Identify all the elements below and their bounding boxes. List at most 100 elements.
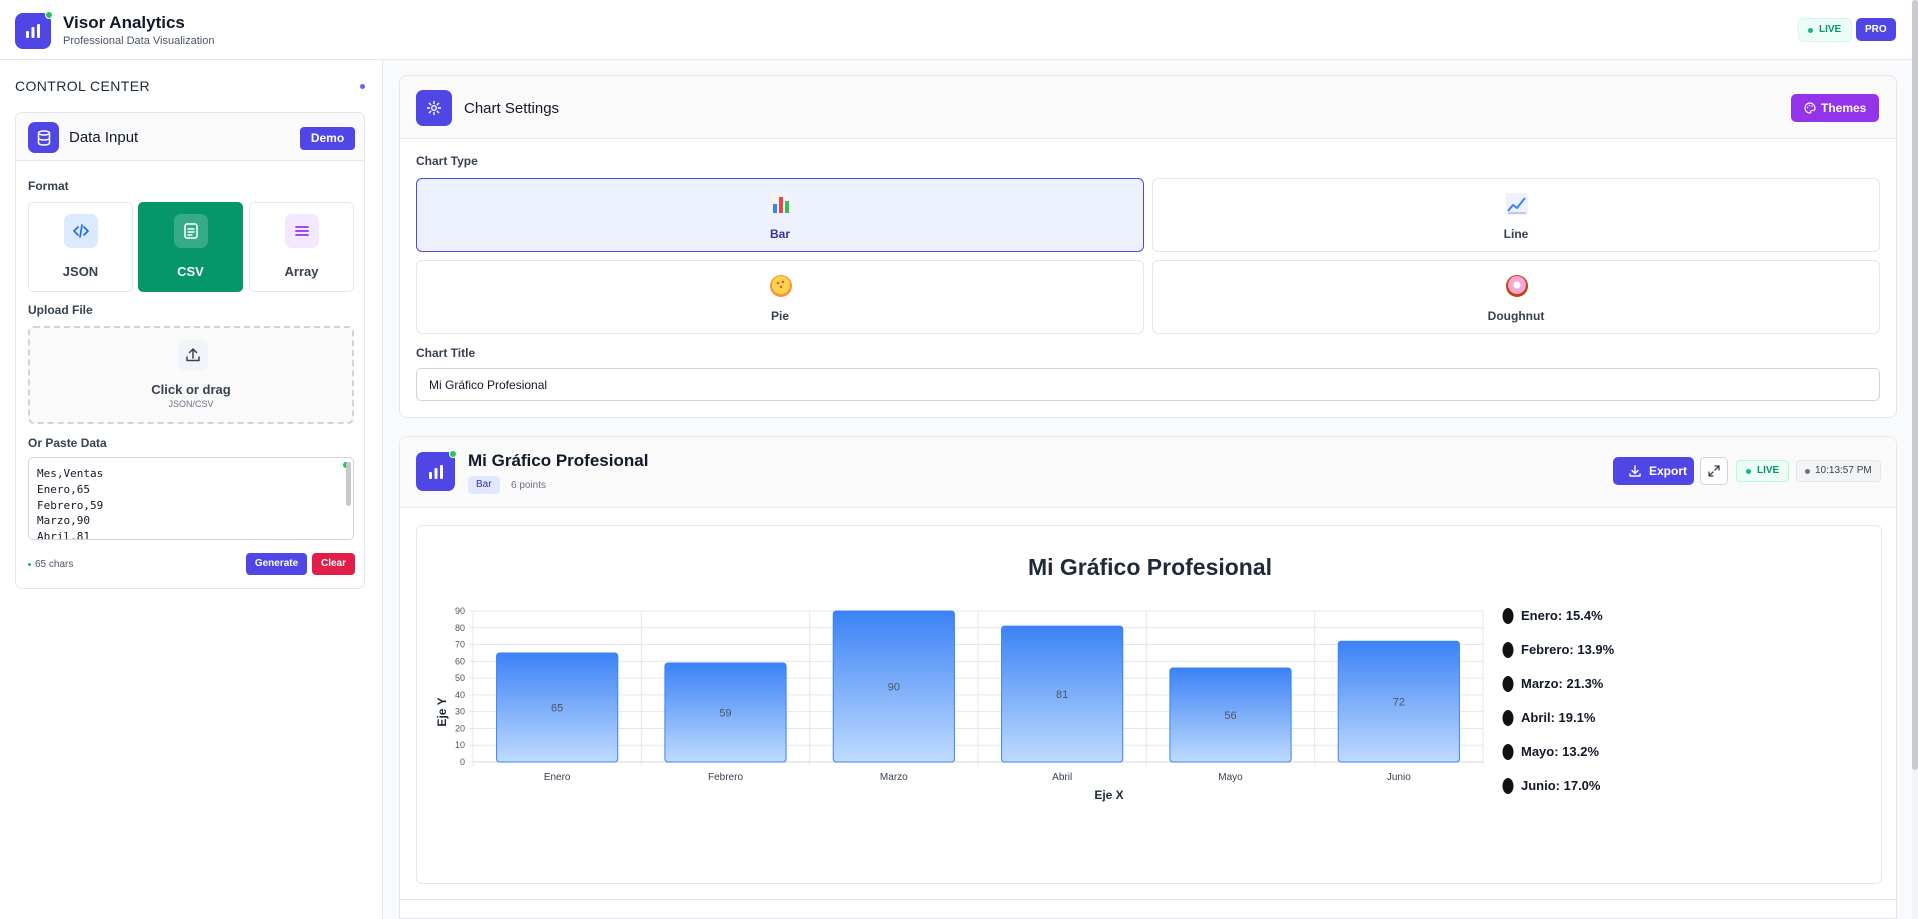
chart-type-doughnut-label: Doughnut	[1487, 309, 1545, 323]
bar-value-label: 65	[551, 702, 563, 714]
y-tick-label: 60	[455, 656, 465, 666]
format-csv-option[interactable]: CSV	[138, 202, 243, 292]
bar-junio[interactable]	[1337, 640, 1460, 763]
paste-data-content[interactable]: Mes,Ventas Enero,65 Febrero,59 Marzo,90 …	[37, 467, 104, 540]
bar-value-label: 81	[1056, 689, 1068, 701]
chart-title-input[interactable]	[416, 368, 1880, 401]
clear-button[interactable]: Clear	[312, 553, 355, 575]
x-tick-label: Enero	[544, 772, 571, 783]
demo-button[interactable]: Demo	[300, 127, 355, 150]
textarea-scrollbar[interactable]	[346, 462, 351, 506]
export-label: Export	[1649, 464, 1688, 478]
legend-item[interactable]: Febrero: 13.9%	[1521, 642, 1615, 657]
legend-marker	[1502, 608, 1514, 624]
chart-canvas: Mi Gráfico Profesional Eje Y Eje X 0 10 20…	[416, 525, 1882, 884]
legend-marker	[1502, 676, 1514, 692]
legend-item[interactable]: Enero: 15.4%	[1521, 608, 1603, 623]
data-input-header: Data Input Demo	[16, 113, 364, 161]
chart-type-line[interactable]: Line	[1152, 178, 1880, 252]
x-axis-label: Eje X	[1094, 788, 1123, 802]
generate-button[interactable]: Generate	[246, 553, 307, 575]
format-json-label: JSON	[62, 264, 99, 279]
legend-item[interactable]: Marzo: 21.3%	[1521, 676, 1604, 691]
themes-button[interactable]: Themes	[1791, 94, 1879, 122]
gear-icon	[416, 90, 452, 126]
format-array-label: Array	[284, 264, 319, 279]
fullscreen-button[interactable]	[1700, 457, 1728, 485]
pro-badge[interactable]: PRO	[1856, 18, 1896, 41]
y-tick-label: 20	[455, 723, 465, 733]
legend-marker	[1502, 778, 1514, 794]
format-csv-label: CSV	[177, 264, 204, 279]
y-tick-label: 80	[455, 623, 465, 633]
x-tick-label: Abril	[1052, 772, 1072, 783]
list-icon	[285, 214, 319, 248]
bar-value-label: 59	[719, 708, 731, 720]
chart-type-pie[interactable]: Pie	[416, 260, 1144, 334]
bar-value-label: 56	[1224, 710, 1236, 722]
bar-chart: Mi Gráfico Profesional Eje Y Eje X 0 10 20…	[435, 554, 1615, 802]
status-dot	[45, 11, 53, 19]
format-json-option[interactable]: JSON	[28, 202, 133, 292]
y-tick-label: 40	[455, 690, 465, 700]
line-chart-icon	[1506, 193, 1528, 215]
code-icon	[64, 214, 98, 248]
chart-type-doughnut[interactable]: Doughnut	[1152, 260, 1880, 334]
points-count: 6 points	[511, 480, 547, 491]
download-icon	[1629, 465, 1641, 477]
x-tick-label: Febrero	[708, 772, 743, 783]
paste-data-textarea[interactable]: Mes,Ventas Enero,65 Febrero,59 Marzo,90 …	[28, 457, 354, 540]
chart-settings-title: Chart Settings	[464, 100, 560, 117]
legend-marker	[1502, 710, 1514, 726]
scrollbar-thumb[interactable]	[1912, 0, 1918, 770]
y-tick-label: 30	[455, 707, 465, 717]
upload-icon	[178, 340, 208, 370]
chart-type-bar-label: Bar	[769, 227, 790, 241]
y-tick-label: 0	[460, 757, 465, 767]
x-tick-label: Mayo	[1218, 772, 1243, 783]
chart-panel-icon	[416, 450, 457, 491]
app-subtitle: Professional Data Visualization	[63, 35, 215, 47]
app-title: Visor Analytics	[63, 13, 185, 32]
format-array-option[interactable]: Array	[249, 202, 354, 292]
sidebar-indicator-dot	[360, 84, 365, 89]
y-axis-label: Eje Y	[435, 697, 449, 726]
legend-item[interactable]: Mayo: 13.2%	[1521, 744, 1599, 759]
y-tick-label: 50	[455, 673, 465, 683]
chart-type-label: Chart Type	[416, 154, 478, 168]
app-logo	[15, 11, 53, 49]
legend-item[interactable]: Abril: 19.1%	[1521, 710, 1596, 725]
chart-panel-title: Mi Gráfico Profesional	[468, 451, 649, 470]
legend-item[interactable]: Junio: 17.0%	[1521, 778, 1601, 793]
chart-type-pie-label: Pie	[770, 309, 789, 323]
top-header: Visor Analytics Professional Data Visual…	[0, 0, 1912, 60]
bar-chart-icon	[428, 464, 443, 479]
timestamp-badge: 10:13:57 PM	[1796, 460, 1881, 482]
document-icon	[174, 214, 208, 248]
y-tick-label: 90	[455, 606, 465, 616]
file-upload-dropzone[interactable]: Click or drag JSON/CSV	[28, 326, 354, 424]
chart-panel-header: Mi Gráfico Profesional Bar 6 points Expo…	[400, 437, 1896, 508]
bar-marzo[interactable]	[832, 610, 955, 763]
bar-chart-icon	[770, 193, 792, 215]
bar-febrero[interactable]	[664, 662, 787, 763]
expand-icon	[1708, 465, 1720, 477]
sidebar-title: CONTROL CENTER	[15, 78, 150, 94]
format-label: Format	[28, 179, 69, 193]
themes-label: Themes	[1821, 101, 1867, 115]
pie-chart-icon	[770, 275, 792, 297]
y-tick-label: 70	[455, 640, 465, 650]
chart-type-bar[interactable]: Bar	[416, 178, 1144, 252]
bar-mayo[interactable]	[1169, 667, 1292, 763]
bar-enero[interactable]	[496, 652, 619, 763]
char-count: 65 chars	[28, 559, 73, 570]
chart-type-badge: Bar	[468, 476, 500, 494]
x-tick-label: Marzo	[880, 772, 908, 783]
page-scrollbar[interactable]	[1912, 0, 1918, 919]
y-tick-label: 10	[455, 740, 465, 750]
export-button[interactable]: Export	[1613, 457, 1694, 485]
bar-abril[interactable]	[1001, 625, 1124, 763]
x-tick-label: Junio	[1387, 772, 1411, 783]
chart-settings-header: Chart Settings Themes	[400, 76, 1896, 139]
bar-chart-icon	[26, 24, 40, 38]
